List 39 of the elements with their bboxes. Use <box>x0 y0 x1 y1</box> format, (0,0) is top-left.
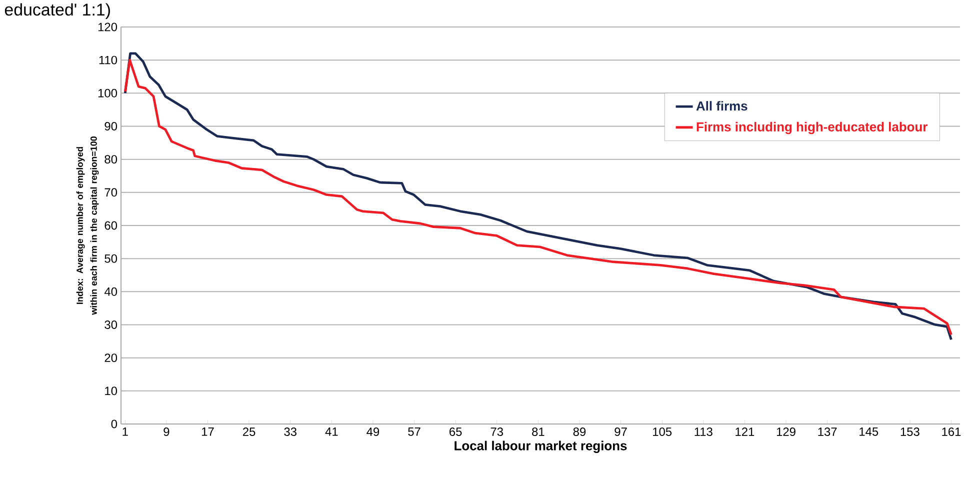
x-tick-label: 1 <box>122 428 128 436</box>
x-tick-label: 105 <box>653 428 672 436</box>
y-tick-label: 20 <box>104 354 118 362</box>
x-tick-label: 97 <box>614 428 627 436</box>
x-tick-label: 41 <box>325 428 338 436</box>
x-tick-label: 9 <box>164 428 170 436</box>
x-tick-label: 65 <box>450 428 462 436</box>
x-tick-label: 33 <box>284 428 296 436</box>
x-tick-label: 121 <box>736 428 754 436</box>
legend-label: All firms <box>696 101 748 111</box>
y-tick-label: 0 <box>111 420 118 428</box>
x-tick-label: 73 <box>490 428 504 436</box>
x-tick-label: 129 <box>776 428 796 436</box>
x-tick-label: 161 <box>942 428 961 436</box>
x-tick-label: 145 <box>860 428 878 436</box>
y-tick-label: 30 <box>104 320 118 329</box>
y-tick-label: 10 <box>105 386 118 396</box>
y-tick-label: 110 <box>99 56 118 64</box>
x-tick-label: 49 <box>366 428 380 436</box>
x-tick-label: 113 <box>694 428 712 436</box>
x-tick-label: 57 <box>408 428 420 436</box>
x-tick-label: 25 <box>243 428 256 436</box>
legend-label: Firms including high-educated labour <box>696 122 928 134</box>
y-tick-label: 120 <box>98 22 118 32</box>
y-tick-label: 90 <box>104 122 118 130</box>
y-tick-label: 100 <box>98 88 118 98</box>
y-tick-label: 80 <box>104 155 118 164</box>
chart-title: educated' 1:1) <box>4 3 110 19</box>
x-tick-label: 153 <box>900 428 920 436</box>
y-tick-label: 70 <box>104 188 118 197</box>
x-tick-label: 17 <box>202 428 214 436</box>
x-tick-label: 89 <box>573 428 586 436</box>
y-tick-label: 50 <box>104 254 118 263</box>
y-tick-label: 40 <box>104 287 118 296</box>
y-axis-title: Index: Average number of employed within each firm in the capital region=100 <box>76 136 99 315</box>
y-tick-label: 60 <box>104 221 118 230</box>
x-axis-title: Local labour market regions <box>454 440 627 453</box>
x-tick-label: 81 <box>532 428 544 436</box>
x-tick-label: 137 <box>818 428 837 436</box>
